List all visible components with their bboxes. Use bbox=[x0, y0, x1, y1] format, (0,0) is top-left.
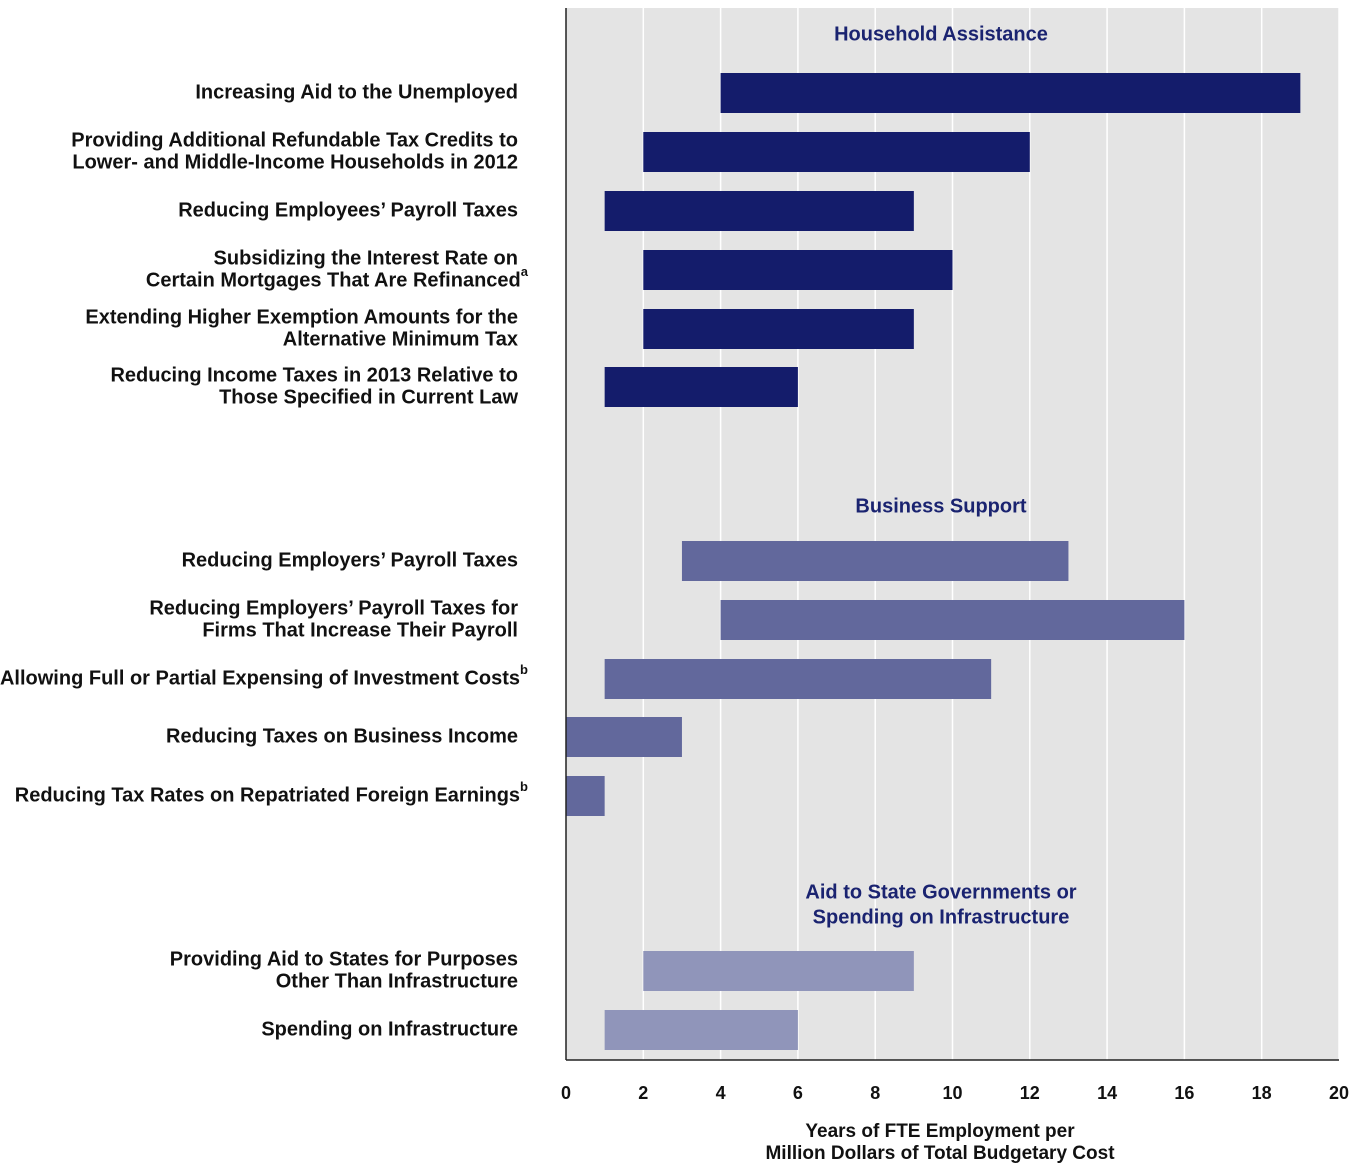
category-label: Reducing Employees’ Payroll Taxes bbox=[178, 199, 518, 221]
category-label: Extending Higher Exemption Amounts for t… bbox=[85, 306, 518, 328]
category-label: Spending on Infrastructure bbox=[261, 1018, 518, 1040]
group-title: Household Assistance bbox=[834, 23, 1048, 45]
category-labels: Increasing Aid to the Unemployed Providin… bbox=[0, 81, 529, 1040]
range-bar bbox=[720, 73, 1301, 113]
range-bar bbox=[643, 309, 914, 349]
x-tick-label: 14 bbox=[1097, 1083, 1117, 1103]
x-tick-label: 18 bbox=[1252, 1083, 1272, 1103]
range-bar bbox=[566, 776, 605, 816]
category-label: Certain Mortgages That Are Refinanceda bbox=[146, 264, 529, 291]
footnote-marker: b bbox=[520, 662, 528, 677]
category-label: Alternative Minimum Tax bbox=[283, 328, 518, 350]
x-tick-label: 12 bbox=[1020, 1083, 1040, 1103]
range-bar bbox=[720, 600, 1185, 640]
gridlines bbox=[642, 8, 1340, 1060]
range-bar bbox=[604, 191, 914, 231]
category-label: Reducing Employers’ Payroll Taxes for bbox=[149, 597, 518, 619]
x-axis-label-line: Million Dollars of Total Budgetary Cost bbox=[765, 1143, 1115, 1164]
category-label: Reducing Employers’ Payroll Taxes bbox=[182, 549, 518, 571]
x-tick-label: 6 bbox=[793, 1083, 803, 1103]
bars bbox=[566, 73, 1301, 1050]
x-tick-label: 20 bbox=[1329, 1083, 1349, 1103]
range-bar bbox=[643, 951, 914, 991]
range-bar bbox=[604, 659, 992, 699]
group-title: Aid to State Governments or bbox=[805, 881, 1076, 903]
category-label: Reducing Income Taxes in 2013 Relative t… bbox=[110, 364, 518, 386]
group-title: Spending on Infrastructure bbox=[813, 906, 1070, 928]
category-label: Subsidizing the Interest Rate on bbox=[214, 247, 518, 269]
x-tick-label: 4 bbox=[716, 1083, 726, 1103]
range-bar bbox=[643, 132, 1030, 172]
x-tick-label: 2 bbox=[638, 1083, 648, 1103]
x-tick-labels: 0 2 4 6 8 10 12 14 16 18 20 bbox=[561, 1083, 1349, 1103]
x-tick-label: 16 bbox=[1174, 1083, 1194, 1103]
footnote-marker: a bbox=[521, 264, 529, 279]
x-tick-label: 0 bbox=[561, 1083, 571, 1103]
range-bar bbox=[566, 717, 682, 757]
category-label: Increasing Aid to the Unemployed bbox=[195, 81, 518, 103]
footnote-marker: b bbox=[520, 779, 528, 794]
range-bar bbox=[604, 1010, 798, 1050]
x-axis-label-line: Years of FTE Employment per bbox=[805, 1121, 1075, 1142]
category-label: Reducing Taxes on Business Income bbox=[166, 725, 518, 747]
range-bar bbox=[681, 541, 1069, 581]
group-titles: Household Assistance Business Support Aid … bbox=[805, 23, 1076, 928]
x-tick-label: 8 bbox=[870, 1083, 880, 1103]
category-label: Reducing Tax Rates on Repatriated Foreig… bbox=[15, 779, 528, 806]
category-label: Allowing Full or Partial Expensing of In… bbox=[0, 662, 528, 689]
category-label: Providing Additional Refundable Tax Cred… bbox=[71, 129, 518, 151]
range-bar bbox=[604, 367, 798, 407]
category-label: Firms That Increase Their Payroll bbox=[202, 619, 518, 641]
range-bar bbox=[643, 250, 953, 290]
x-tick-label: 10 bbox=[942, 1083, 962, 1103]
category-label: Providing Aid to States for Purposes bbox=[170, 948, 518, 970]
category-label: Other Than Infrastructure bbox=[276, 970, 518, 992]
category-label: Lower- and Middle-Income Households in 2… bbox=[72, 151, 518, 173]
group-title: Business Support bbox=[855, 495, 1026, 517]
category-label: Those Specified in Current Law bbox=[219, 386, 518, 408]
